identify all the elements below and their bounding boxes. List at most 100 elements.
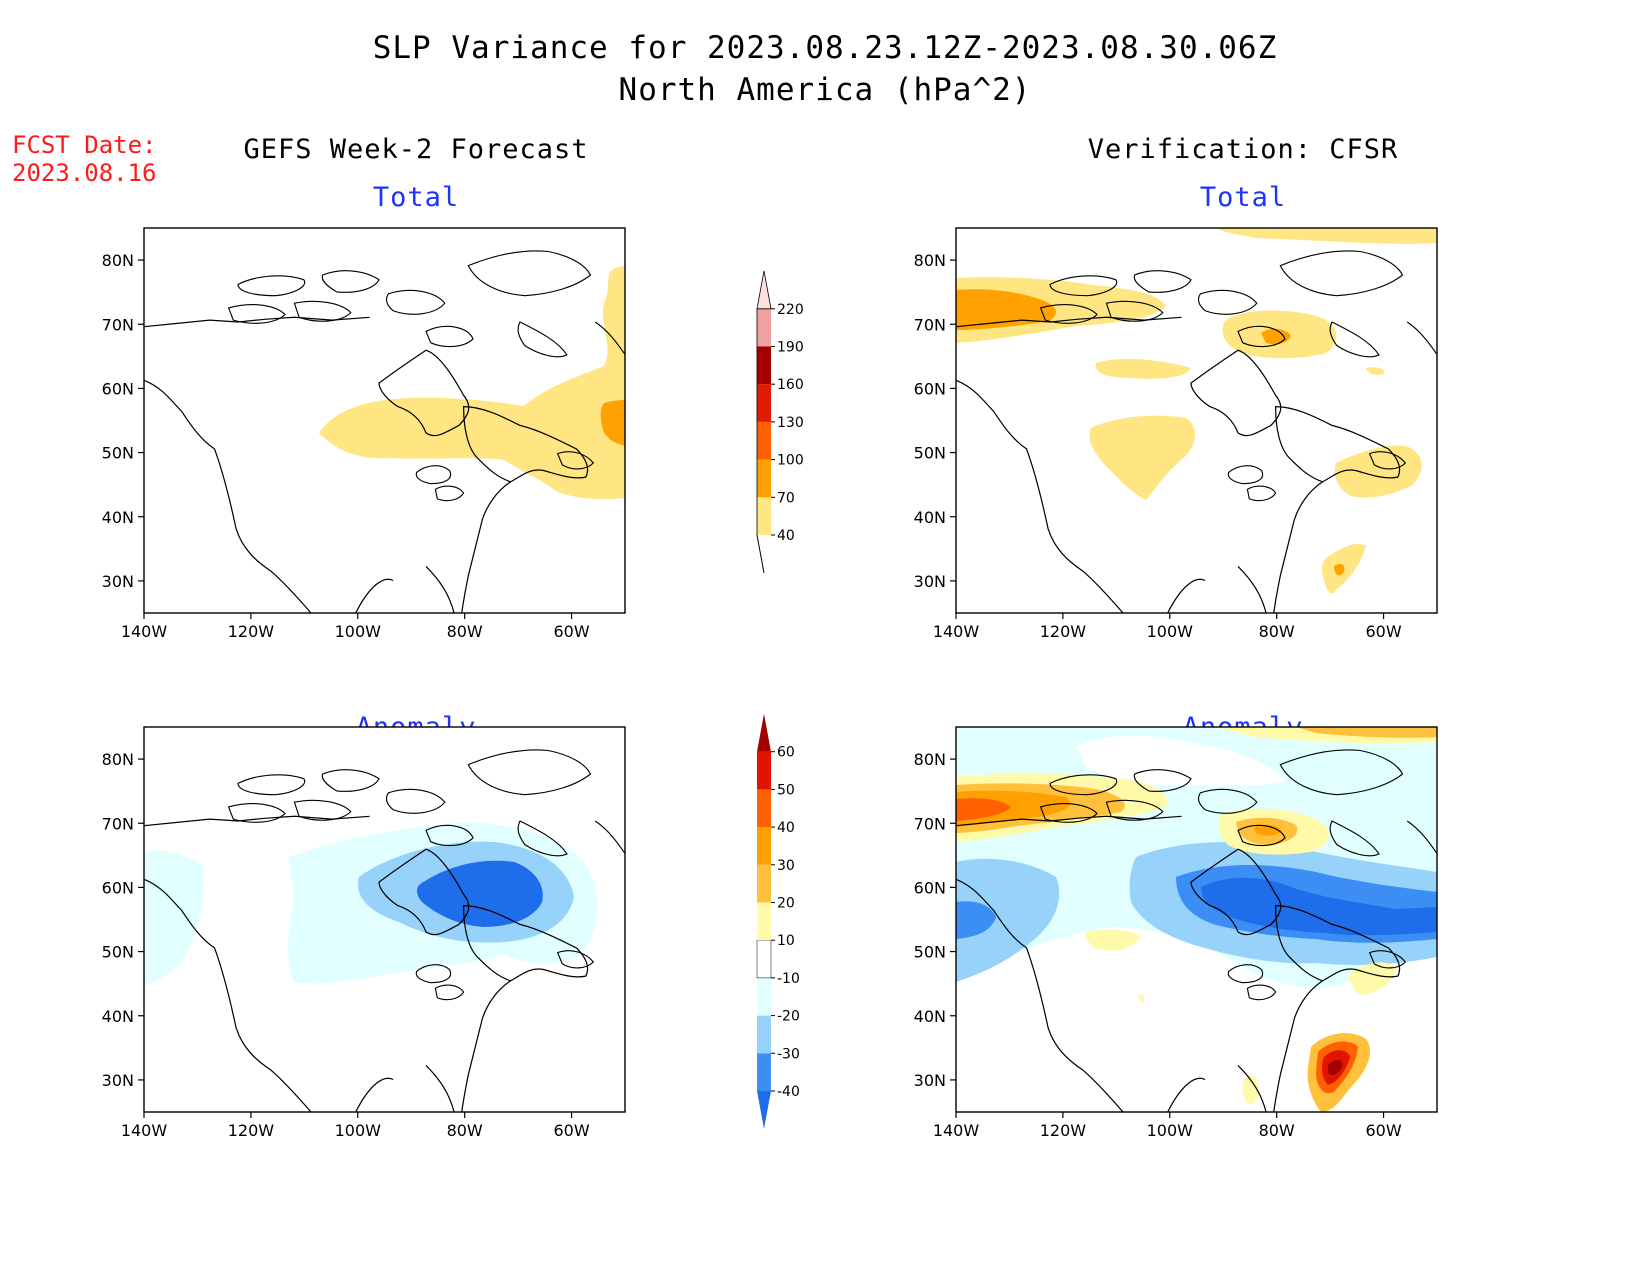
lat-tick-label: 30N (102, 572, 134, 591)
lat-tick-label: 50N (914, 943, 946, 962)
lon-tick-label: 60W (1365, 1121, 1401, 1140)
lat-tick-label: 60N (102, 878, 134, 897)
lat-tick-label: 40N (914, 1007, 946, 1026)
panel-verification-total (955, 227, 1438, 615)
lat-tick-label: 30N (914, 572, 946, 591)
lat-tick-label: 50N (914, 444, 946, 463)
fcst-date-label: FCST Date: (12, 131, 157, 159)
lat-tick-label: 40N (914, 508, 946, 527)
colorbar-anomaly-label: 10 (777, 933, 795, 949)
colorbar-total-label: 220 (777, 302, 804, 318)
colorbar-total-top-wedge (756, 270, 772, 310)
lat-tick-label: 80N (102, 251, 134, 270)
lon-tick-label: 120W (1040, 622, 1087, 641)
colorbar-anomaly-label: 40 (777, 820, 795, 836)
anomaly-region-verification-neutral-north (1076, 735, 1286, 787)
lat-tick-label: 30N (914, 1071, 946, 1090)
colorbar-anomaly-label: -40 (777, 1084, 800, 1100)
colorbar-total-swatch (757, 346, 771, 385)
anomaly-region-verification-west-mod (956, 901, 996, 939)
colorbar-anomaly-swatch (757, 789, 771, 828)
lat-tick-label: 70N (914, 814, 946, 833)
lon-tick-label: 140W (121, 622, 168, 641)
variance-region-verification-total-canada (1089, 415, 1196, 500)
lon-tick-label: 100W (335, 1121, 382, 1140)
variance-core-verification-total-southeast (1334, 564, 1345, 576)
colorbar-anomaly-label: -10 (777, 971, 800, 987)
lat-tick-label: 40N (102, 1007, 134, 1026)
colorbar-anomaly-label: 60 (777, 745, 795, 761)
variance-core-verification-total-west (956, 289, 1056, 330)
colorbar-anomaly-swatch (757, 751, 771, 790)
lon-tick-label: 140W (933, 622, 980, 641)
colorbar-anomaly-label: -30 (777, 1046, 800, 1062)
colorbar-total-label: 130 (777, 415, 804, 431)
colorbar-anomaly-label: 50 (777, 782, 795, 798)
panel-title-verification-total: Total (1199, 182, 1287, 213)
lat-tick-label: 60N (102, 379, 134, 398)
colorbar-total-swatch (757, 421, 771, 460)
lon-tick-label: 120W (228, 1121, 275, 1140)
colorbar-anomaly-swatch (757, 864, 771, 903)
lat-tick-label: 70N (914, 315, 946, 334)
colorbar-anomaly-swatch (757, 902, 771, 941)
lat-tick-label: 80N (914, 750, 946, 769)
lon-tick-label: 100W (335, 622, 382, 641)
anomaly-region-forecast-strong (417, 860, 543, 927)
lon-tick-label: 100W (1147, 622, 1194, 641)
colorbar-anomaly-swatch (757, 827, 771, 865)
variance-region-forecast-total (319, 266, 625, 500)
lon-tick-label: 120W (228, 622, 275, 641)
lon-tick-label: 60W (553, 1121, 589, 1140)
lat-tick-label: 60N (914, 878, 946, 897)
lon-tick-label: 100W (1147, 1121, 1194, 1140)
lon-tick-label: 80W (447, 622, 483, 641)
colorbar-anomaly: -40 -30 -20 -10 10 20 30 40 50 60 (756, 713, 800, 1129)
colorbar-total-label: 160 (777, 377, 804, 393)
anomaly-region-verification-plains-warm (1085, 929, 1141, 951)
colorbar-total-swatch (757, 384, 771, 422)
lat-tick-label: 70N (102, 814, 134, 833)
panel-forecast-anomaly (143, 726, 626, 1114)
anomaly-region-verification-west-blue (956, 858, 1060, 982)
lat-tick-label: 30N (102, 1071, 134, 1090)
panel-title-forecast-total: Total (372, 182, 460, 213)
lon-tick-label: 80W (1259, 1121, 1295, 1140)
map-subtitle: North America (hPa^2) (618, 72, 1032, 108)
map-title: SLP Variance for 2023.08.23.12Z-2023.08.… (372, 30, 1278, 66)
panel-verification-anomaly (955, 726, 1438, 1114)
colorbar-total-swatch (757, 497, 771, 535)
lon-tick-label: 140W (121, 1121, 168, 1140)
fcst-date-value: 2023.08.16 (12, 159, 157, 187)
colorbar-anomaly-label: 20 (777, 896, 795, 912)
colorbar-total-label: 70 (777, 490, 795, 506)
variance-region-verification-total-arctic (1216, 228, 1437, 244)
colorbar-total: 40 70 100 130 160 190 220 (756, 270, 804, 574)
anomaly-region-verification-florida-warm (1242, 1075, 1259, 1105)
colorbar-anomaly-swatch (757, 977, 771, 1016)
colorbar-anomaly-swatch (756, 939, 772, 979)
colorbar-anomaly-lower-wedge (757, 1091, 771, 1129)
column-heading-verification: Verification: CFSR (1087, 134, 1399, 165)
lat-tick-label: 50N (102, 943, 134, 962)
lat-tick-label: 70N (102, 315, 134, 334)
lat-tick-label: 80N (102, 750, 134, 769)
column-heading-forecast: GEFS Week-2 Forecast (243, 134, 589, 165)
colorbar-anomaly-swatch (757, 1015, 771, 1054)
colorbar-anomaly-upper-wedge (757, 713, 771, 752)
lon-tick-label: 140W (933, 1121, 980, 1140)
lat-tick-label: 60N (914, 379, 946, 398)
lon-tick-label: 120W (1040, 1121, 1087, 1140)
anomaly-region-verification-east-strong (1201, 877, 1437, 936)
colorbar-anomaly-label: -20 (777, 1009, 800, 1025)
colorbar-anomaly-swatch (757, 1053, 771, 1091)
lon-tick-label: 80W (1259, 622, 1295, 641)
lon-tick-label: 80W (447, 1121, 483, 1140)
variance-region-verification-total-plains (1095, 358, 1191, 379)
lat-tick-label: 80N (914, 251, 946, 270)
lon-tick-label: 60W (1365, 622, 1401, 641)
lon-tick-label: 60W (553, 622, 589, 641)
colorbar-total-swatch (757, 459, 771, 498)
variance-core-forecast-total (600, 400, 625, 446)
